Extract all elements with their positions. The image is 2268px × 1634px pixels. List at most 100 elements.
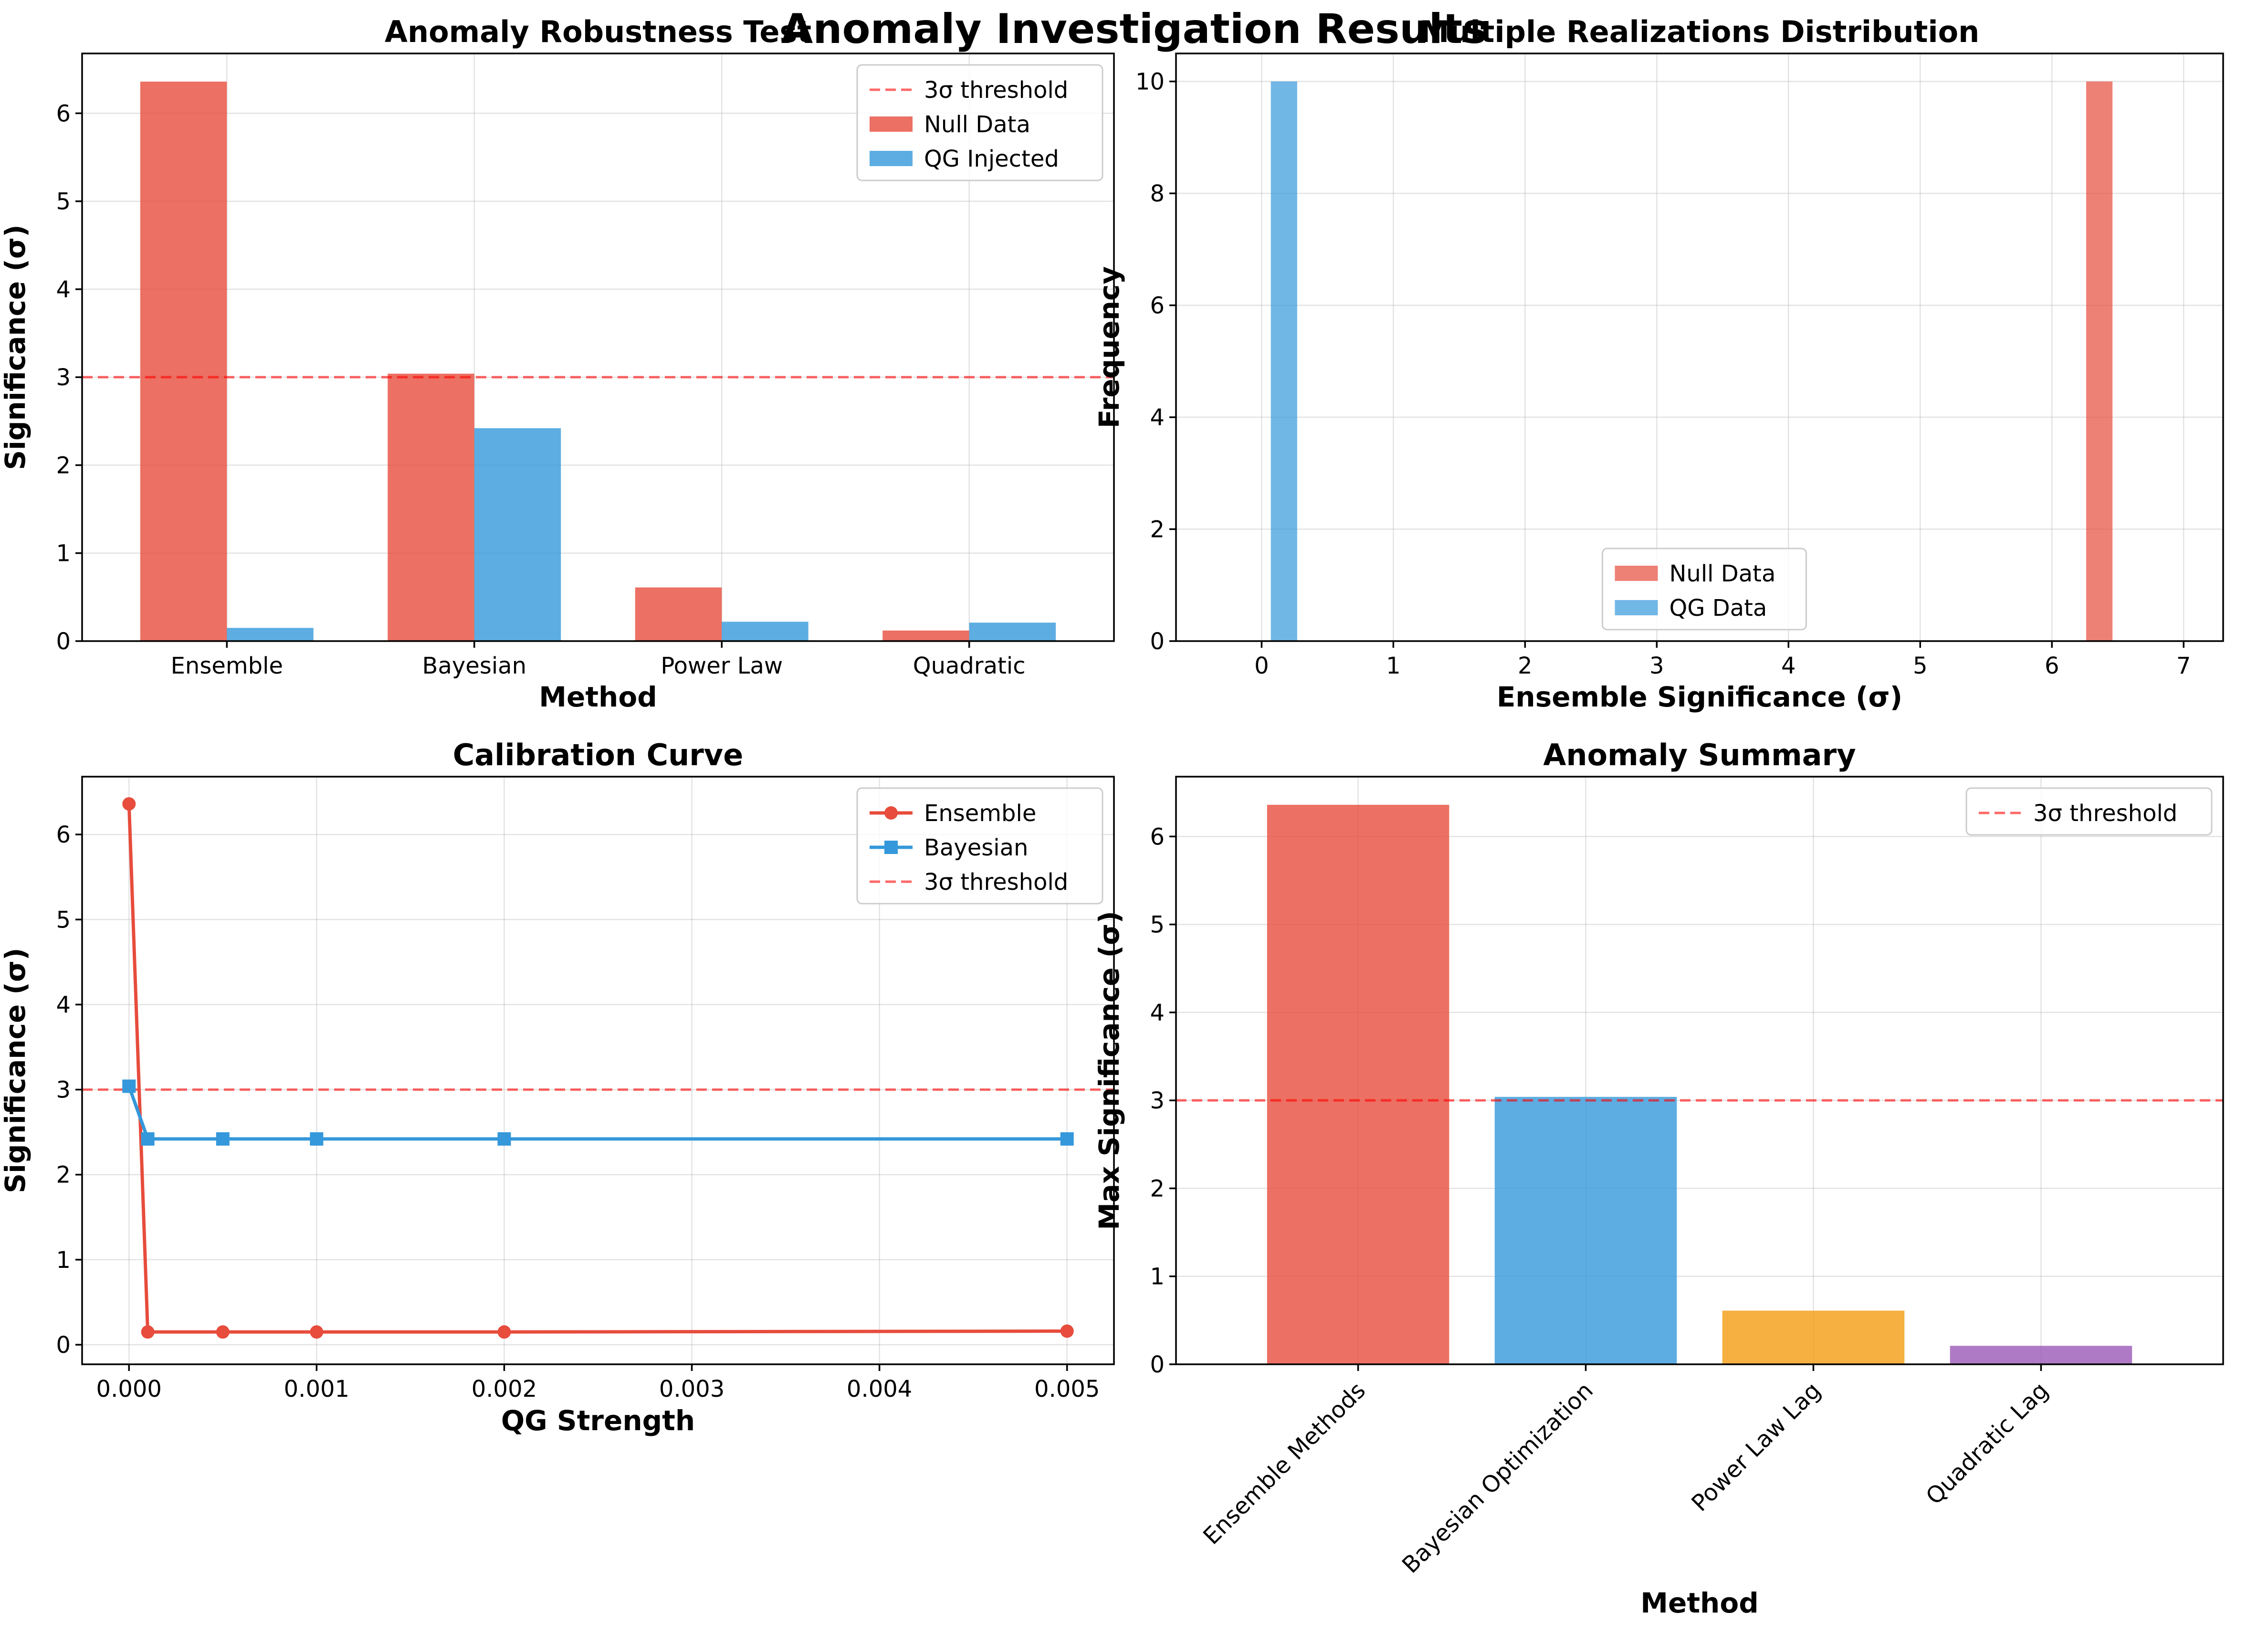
x-tick-label: Power Law Lag xyxy=(1686,1377,1826,1517)
panel-title: Anomaly Summary xyxy=(1543,738,1856,772)
axes-frame xyxy=(81,776,1115,1365)
legend-swatch-patch xyxy=(1615,600,1658,615)
legend-label: QG Data xyxy=(1670,595,1767,622)
x-tick-label: Ensemble Methods xyxy=(1198,1377,1371,1550)
x-tick-label: Bayesian Optimization xyxy=(1397,1377,1598,1579)
figure-suptitle: Anomaly Investigation Results xyxy=(781,5,1487,53)
x-tick-label: Power Law xyxy=(661,653,783,679)
point-ensemble xyxy=(310,1325,324,1339)
y-tick-label: 5 xyxy=(1150,912,1165,938)
legend-label: Null Data xyxy=(1670,560,1776,587)
point-ensemble xyxy=(122,797,136,811)
legend-label: Bayesian xyxy=(924,834,1028,861)
y-tick-label: 1 xyxy=(56,540,71,567)
legend-swatch-patch xyxy=(1615,566,1658,581)
bar-null-power-law xyxy=(635,587,722,641)
legend-label: 3σ threshold xyxy=(2033,800,2177,827)
x-tick-label: 6 xyxy=(2045,653,2059,679)
panel-title: Anomaly Robustness Test xyxy=(385,14,811,49)
x-tick-label: 0.004 xyxy=(847,1376,912,1402)
bar-null-ensemble xyxy=(140,81,227,641)
y-tick-label: 0 xyxy=(1150,1351,1165,1378)
point-ensemble xyxy=(216,1325,230,1339)
point-ensemble xyxy=(141,1325,155,1339)
x-axis-label: QG Strength xyxy=(501,1404,695,1437)
y-tick-label: 2 xyxy=(1150,1175,1165,1202)
x-tick-label: 0.000 xyxy=(96,1376,162,1402)
legend-marker-circle xyxy=(884,806,898,820)
legend-label: 3σ threshold xyxy=(924,77,1068,104)
y-tick-label: 6 xyxy=(1150,293,1165,319)
x-tick-label: Bayesian xyxy=(422,653,526,679)
x-tick-label: 0 xyxy=(1254,653,1269,679)
axes-frame xyxy=(1175,53,2224,642)
x-tick-label: Ensemble xyxy=(171,653,283,679)
bar-qg-ensemble xyxy=(227,628,314,641)
panel-title: Multiple Realizations Distribution xyxy=(1420,14,1980,49)
panel-1: 0 1 2 3 4 5 6 Ensemble Bayesian Power Law Quadrati… xyxy=(0,14,1115,713)
panel-3: 0 1 2 3 4 5 6 0.000 0.001 0.002 0.003 0.004 0.005 Cal… xyxy=(0,738,1115,1437)
legend-label: 3σ threshold xyxy=(924,869,1068,896)
y-tick-label: 10 xyxy=(1135,69,1165,95)
x-tick-label: 0.001 xyxy=(284,1376,349,1402)
x-tick-label: 0.002 xyxy=(472,1376,537,1402)
legend-swatch-patch xyxy=(870,116,913,132)
y-tick-label: 0 xyxy=(56,1332,71,1359)
x-axis-label: Method xyxy=(1640,1587,1758,1619)
hist-bar-null xyxy=(2086,81,2113,642)
point-ensemble xyxy=(1060,1324,1074,1338)
y-tick-label: 4 xyxy=(1150,1000,1165,1026)
y-tick-label: 3 xyxy=(56,364,71,391)
x-tick-label: 0.003 xyxy=(659,1376,724,1402)
y-tick-label: 6 xyxy=(56,822,71,848)
y-tick-label: 1 xyxy=(56,1247,71,1274)
line-ensemble xyxy=(127,803,1067,1334)
bar-power-law-lag xyxy=(1722,1310,1905,1364)
x-tick-label: Quadratic Lag xyxy=(1921,1377,2054,1510)
point-bayesian xyxy=(141,1132,155,1146)
y-tick-label: 6 xyxy=(1150,823,1165,850)
point-bayesian xyxy=(497,1132,511,1146)
point-bayesian xyxy=(1060,1132,1074,1146)
legend: 3σ threshold Null Data QG Injected xyxy=(856,64,1103,181)
legend-label: Ensemble xyxy=(924,800,1036,827)
point-bayesian xyxy=(310,1132,324,1146)
y-axis-label: Frequency xyxy=(1093,266,1125,428)
legend-label: QG Injected xyxy=(924,146,1059,172)
legend: 3σ threshold xyxy=(1965,787,2213,836)
y-tick-label: 5 xyxy=(56,189,71,215)
x-axis-label: Ensemble Significance (σ) xyxy=(1497,681,1902,713)
y-axis-label: Max Significance (σ) xyxy=(1093,911,1125,1230)
y-tick-label: 1 xyxy=(1150,1264,1165,1290)
y-axis-label: Significance (σ) xyxy=(0,224,32,470)
legend: Null Data QG Data xyxy=(1602,548,1807,631)
bar-qg-power-law xyxy=(722,622,808,641)
bar-qg-quadratic xyxy=(969,622,1056,641)
legend-box xyxy=(1965,787,2213,836)
legend-box xyxy=(856,64,1103,181)
y-tick-label: 2 xyxy=(56,1162,71,1189)
y-tick-label: 6 xyxy=(56,100,71,127)
bar-bayesian-optimization xyxy=(1494,1096,1677,1364)
y-tick-label: 2 xyxy=(56,452,71,479)
bar-quadratic-lag xyxy=(1950,1346,2132,1364)
y-tick-label: 2 xyxy=(1150,517,1165,543)
y-tick-label: 4 xyxy=(56,991,71,1018)
x-tick-label: 2 xyxy=(1518,653,1533,679)
x-tick-label: 0.005 xyxy=(1034,1376,1100,1402)
bar-null-bayesian xyxy=(388,373,474,641)
y-tick-label: 5 xyxy=(56,907,71,933)
point-bayesian xyxy=(122,1079,136,1093)
y-tick-label: 3 xyxy=(56,1077,71,1104)
legend-box xyxy=(856,787,1103,905)
legend: Ensemble Bayesian 3σ threshold xyxy=(856,787,1103,905)
x-tick-label: Quadratic xyxy=(913,653,1026,679)
legend-swatch-patch xyxy=(870,151,913,166)
panel-title: Calibration Curve xyxy=(453,738,744,772)
y-tick-label: 0 xyxy=(1150,628,1165,655)
point-ensemble xyxy=(497,1325,511,1339)
hist-bar-qg xyxy=(1270,81,1297,642)
legend-label: Null Data xyxy=(924,111,1030,138)
x-axis-label: Method xyxy=(539,681,657,713)
